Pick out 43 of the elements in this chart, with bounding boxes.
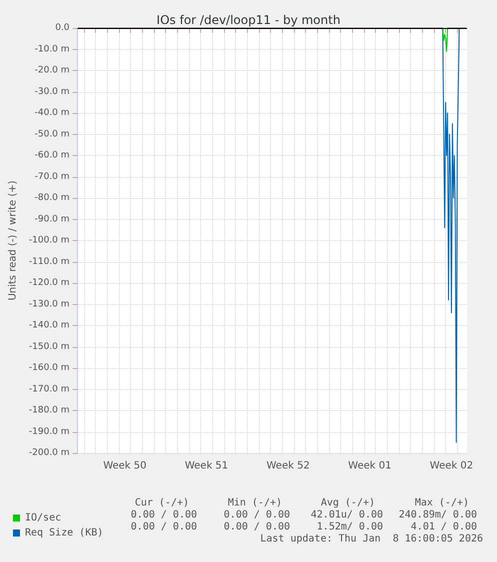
text: 1.52m/ 0.00	[316, 522, 384, 532]
y-tick-label: -150.0 m	[28, 342, 70, 352]
y-tick-label: -10.0 m	[34, 44, 70, 54]
y-tick-label: -180.0 m	[28, 406, 70, 416]
y-tick-label: -110.0 m	[28, 256, 70, 267]
x-tick-label: Week 01	[348, 460, 392, 472]
x-tick-label: Week 51	[184, 460, 228, 472]
x-tick-label: Week 02	[430, 460, 474, 472]
y-tick-label: -80.0 m	[34, 193, 70, 203]
y-tick-label: -20.0 m	[34, 66, 70, 76]
text: Last update: Thu Jan 8 16:00:05 2026	[260, 534, 484, 544]
text: 0.00 / 0.00	[130, 510, 198, 520]
y-tick-label: -120.0 m	[28, 278, 70, 288]
text: 0.00 / 0.00	[130, 522, 198, 532]
y-tick-label: -200.0 m	[28, 448, 70, 458]
y-tick-label: -40.0 m	[34, 108, 70, 118]
text: Cur (-/+)	[134, 498, 190, 508]
text: 0.00 / 0.00	[224, 522, 290, 532]
y-tick-label: -50.0 m	[34, 129, 70, 140]
y-tick-label: -160.0 m	[28, 363, 70, 373]
x-tick-label: Week 50	[103, 460, 146, 472]
x-tick-label: Week 52	[266, 460, 310, 472]
text: Max (-/+)	[414, 498, 470, 508]
text: 42.01u/ 0.00	[310, 510, 384, 520]
y-axis-title: Units read (-) / write (+)	[8, 180, 18, 301]
y-tick-label: -130.0 m	[28, 299, 70, 310]
legend-label: Req Size (KB)	[25, 528, 104, 538]
text: 4.01 / 0.00	[410, 522, 478, 532]
chart-title: IOs for /dev/loop11 - by month	[156, 13, 340, 27]
y-tick-label: -90.0 m	[34, 214, 70, 224]
y-tick-label: -70.0 m	[34, 172, 70, 182]
y-tick-label: -60.0 m	[34, 150, 70, 160]
text: Min (-/+)	[228, 498, 282, 508]
y-tick-label: 0.0	[55, 23, 70, 33]
y-tick-label: -100.0 m	[28, 236, 70, 246]
text: 0.00 / 0.00	[224, 510, 290, 520]
y-tick-label: -140.0 m	[28, 320, 70, 330]
y-tick-label: -190.0 m	[28, 426, 70, 437]
y-tick-label: -30.0 m	[34, 86, 70, 97]
y-tick-label: -170.0 m	[28, 384, 70, 394]
text: Avg (-/+)	[320, 498, 376, 508]
text: 240.89m/ 0.00	[398, 510, 478, 520]
legend-label: IO/sec	[25, 512, 62, 524]
